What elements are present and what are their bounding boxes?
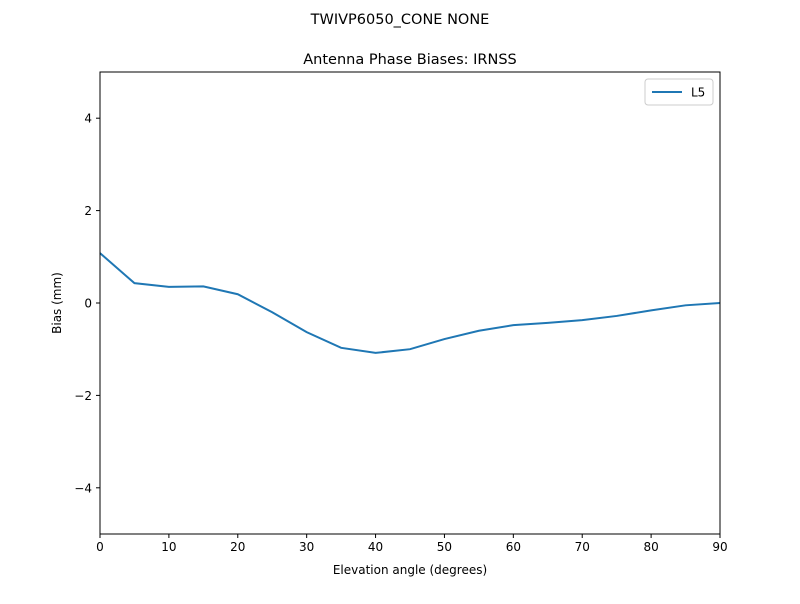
figure-suptitle: TWIVP6050_CONE NONE — [310, 12, 490, 28]
series-line-l5 — [99, 252, 721, 354]
plot-area-frame — [99, 71, 721, 535]
x-tick-label: 0 — [96, 540, 104, 554]
y-tick-label: 4 — [84, 112, 92, 126]
x-tick-label: 60 — [506, 540, 521, 554]
chart-title: Antenna Phase Biases: IRNSS — [303, 52, 517, 68]
y-tick-label: −2 — [74, 389, 92, 403]
x-tick-label: 50 — [437, 540, 452, 554]
x-axis-label: Elevation angle (degrees) — [333, 563, 487, 577]
y-tick-label: −4 — [74, 481, 92, 495]
y-tick-label: 2 — [84, 204, 92, 218]
y-axis-label: Bias (mm) — [50, 272, 64, 334]
x-tick-label: 70 — [575, 540, 590, 554]
x-tick-label: 80 — [643, 540, 658, 554]
x-tick-label: 40 — [368, 540, 383, 554]
axis-ticks: 0 10 20 30 40 50 60 70 80 90 −4 −2 0 2 4 — [74, 112, 727, 554]
legend: L5 — [644, 78, 714, 106]
x-tick-label: 10 — [161, 540, 176, 554]
y-tick-label: 0 — [84, 297, 92, 311]
legend-label-l5: L5 — [691, 86, 705, 100]
x-tick-label: 90 — [712, 540, 727, 554]
x-tick-label: 20 — [230, 540, 245, 554]
x-tick-label: 30 — [299, 540, 314, 554]
